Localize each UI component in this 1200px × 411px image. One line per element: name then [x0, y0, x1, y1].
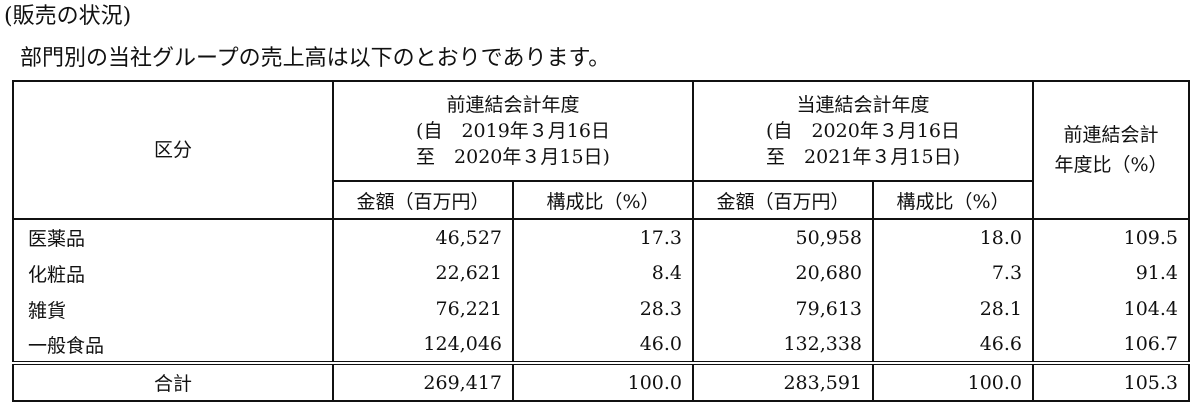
row-category: 雑貨 [12, 291, 334, 327]
row-curr-ratio: 18.0 [873, 218, 1035, 255]
row-category: 医薬品 [12, 218, 334, 255]
row-curr-ratio: 46.6 [873, 327, 1035, 363]
prev-period-from: (自 2019年３月16日 [416, 120, 610, 142]
intro-text: 部門別の当社グループの売上高は以下のとおりであります。 [20, 46, 611, 71]
section-heading: (販売の状況) [4, 4, 132, 29]
header-prev-period: 前連結会計年度 (自 2019年３月16日 至 2020年３月15日) [331, 80, 695, 182]
header-curr-period: 当連結会計年度 (自 2020年３月16日 至 2021年３月15日) [692, 80, 1035, 182]
table-row: 化粧品 22,621 8.4 20,680 7.3 91.4 [12, 255, 1191, 291]
yoy-header-line2: 年度比（%） [1054, 154, 1168, 176]
row-prev-ratio: 46.0 [513, 327, 695, 363]
row-yoy: 104.4 [1033, 291, 1191, 327]
row-yoy: 106.7 [1033, 327, 1191, 363]
row-category: 化粧品 [12, 255, 334, 291]
header-category: 区分 [12, 80, 334, 220]
table-row: 医薬品 46,527 17.3 50,958 18.0 109.5 [12, 218, 1191, 255]
row-curr-ratio: 7.3 [873, 255, 1035, 291]
row-curr-amount: 79,613 [693, 291, 875, 327]
header-curr-composition: 構成比（%） [872, 180, 1035, 220]
row-yoy: 91.4 [1033, 255, 1191, 291]
row-category: 一般食品 [12, 327, 334, 363]
total-category: 合計 [12, 361, 334, 402]
yoy-header-line1: 前連結会計 [1063, 124, 1159, 146]
row-prev-ratio: 17.3 [513, 218, 695, 255]
total-prev-amount: 269,417 [333, 361, 514, 402]
total-yoy: 105.3 [1033, 361, 1191, 402]
table-row: 一般食品 124,046 46.0 132,338 46.6 106.7 [12, 327, 1191, 363]
prev-period-title: 前連結会計年度 [446, 94, 580, 116]
row-curr-ratio: 28.1 [873, 291, 1035, 327]
table-total-row: 合計 269,417 100.0 283,591 100.0 105.3 [12, 361, 1191, 402]
row-prev-amount: 22,621 [333, 255, 514, 291]
row-prev-ratio: 28.3 [513, 291, 695, 327]
table-row: 雑貨 76,221 28.3 79,613 28.1 104.4 [12, 291, 1191, 327]
header-yoy-ratio: 前連結会計 年度比（%） [1032, 80, 1191, 220]
header-prev-amount: 金額（百万円） [332, 180, 514, 220]
row-yoy: 109.5 [1033, 218, 1191, 255]
sales-by-segment-table: 区分 前連結会計年度 (自 2019年３月16日 至 2020年３月15日) 当… [12, 80, 1191, 402]
row-prev-amount: 76,221 [333, 291, 514, 327]
total-curr-ratio: 100.0 [873, 361, 1035, 402]
row-curr-amount: 132,338 [693, 327, 875, 363]
row-curr-amount: 50,958 [693, 218, 875, 255]
curr-period-from: (自 2020年３月16日 [766, 120, 960, 142]
header-prev-composition: 構成比（%） [511, 180, 695, 220]
total-curr-amount: 283,591 [693, 361, 875, 402]
row-curr-amount: 20,680 [693, 255, 875, 291]
curr-period-title: 当連結会計年度 [796, 94, 930, 116]
prev-period-to: 至 2020年３月15日) [416, 146, 610, 168]
total-prev-ratio: 100.0 [513, 361, 695, 402]
row-prev-amount: 124,046 [333, 327, 514, 363]
curr-period-to: 至 2021年３月15日) [766, 146, 960, 168]
row-prev-ratio: 8.4 [513, 255, 695, 291]
row-prev-amount: 46,527 [333, 218, 514, 255]
header-curr-amount: 金額（百万円） [692, 180, 875, 220]
